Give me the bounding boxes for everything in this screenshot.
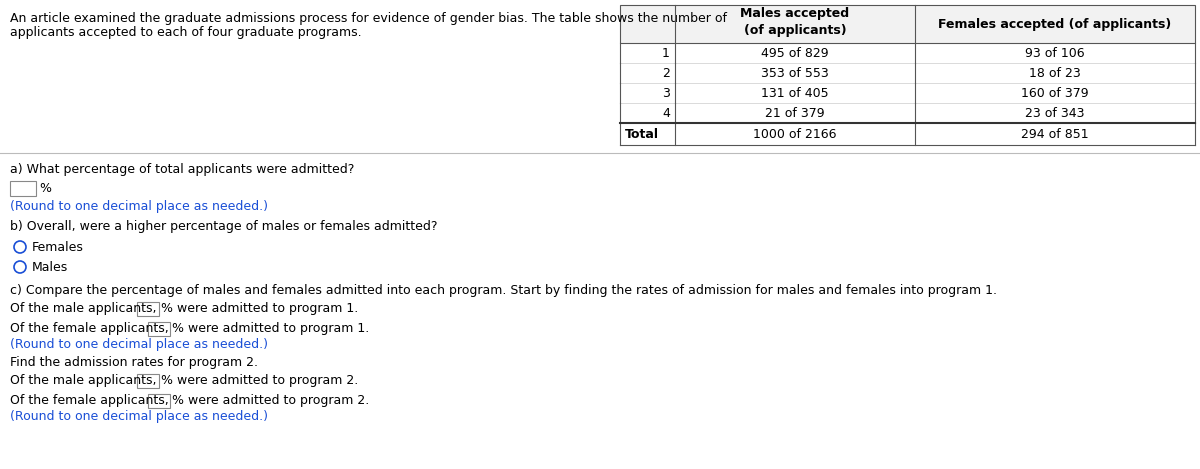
Text: 131 of 405: 131 of 405 [761,86,829,99]
Bar [620,5,1195,43]
Text: 1: 1 [662,46,670,60]
Text: applicants accepted to each of four graduate programs.: applicants accepted to each of four grad… [10,26,361,39]
Text: a) What percentage of total applicants were admitted?: a) What percentage of total applicants w… [10,163,354,176]
Bar [620,83,1195,103]
Text: % were admitted to program 1.: % were admitted to program 1. [172,322,370,335]
Bar [620,63,1195,83]
Text: % were admitted to program 1.: % were admitted to program 1. [161,302,359,315]
Text: 160 of 379: 160 of 379 [1021,86,1088,99]
Bar [620,103,1195,123]
Text: b) Overall, were a higher percentage of males or females admitted?: b) Overall, were a higher percentage of … [10,220,438,233]
Text: 353 of 553: 353 of 553 [761,67,829,80]
Bar [620,123,1195,145]
Text: 18 of 23: 18 of 23 [1030,67,1081,80]
Text: % were admitted to program 2.: % were admitted to program 2. [161,374,359,387]
Text: Of the male applicants,: Of the male applicants, [10,374,156,387]
Text: 495 of 829: 495 of 829 [761,46,829,60]
Text: Females accepted (of applicants): Females accepted (of applicants) [938,17,1171,30]
Text: (Round to one decimal place as needed.): (Round to one decimal place as needed.) [10,338,268,351]
Bar [137,374,160,388]
Text: 2: 2 [662,67,670,80]
Text: 294 of 851: 294 of 851 [1021,128,1088,141]
Text: Find the admission rates for program 2.: Find the admission rates for program 2. [10,356,258,369]
Text: 1000 of 2166: 1000 of 2166 [754,128,836,141]
Text: %: % [38,182,50,195]
Text: Total: Total [625,128,659,141]
Text: 4: 4 [662,106,670,120]
Text: 3: 3 [662,86,670,99]
Text: (Round to one decimal place as needed.): (Round to one decimal place as needed.) [10,200,268,213]
Text: c) Compare the percentage of males and females admitted into each program. Start: c) Compare the percentage of males and f… [10,284,997,297]
Text: Of the female applicants,: Of the female applicants, [10,322,169,335]
Bar [148,322,170,336]
Text: 23 of 343: 23 of 343 [1025,106,1085,120]
Text: Of the female applicants,: Of the female applicants, [10,394,169,407]
Bar [620,5,1195,43]
Text: Males: Males [32,260,68,273]
Text: An article examined the graduate admissions process for evidence of gender bias.: An article examined the graduate admissi… [10,12,727,25]
Text: 21 of 379: 21 of 379 [766,106,824,120]
Text: % were admitted to program 2.: % were admitted to program 2. [172,394,370,407]
Text: Males accepted
(of applicants): Males accepted (of applicants) [740,7,850,37]
Bar [620,43,1195,63]
Bar [148,394,170,408]
Text: (Round to one decimal place as needed.): (Round to one decimal place as needed.) [10,410,268,423]
Text: Females: Females [32,241,84,254]
Bar [137,302,160,316]
Text: Of the male applicants,: Of the male applicants, [10,302,156,315]
Text: 93 of 106: 93 of 106 [1025,46,1085,60]
Bar [10,181,36,196]
